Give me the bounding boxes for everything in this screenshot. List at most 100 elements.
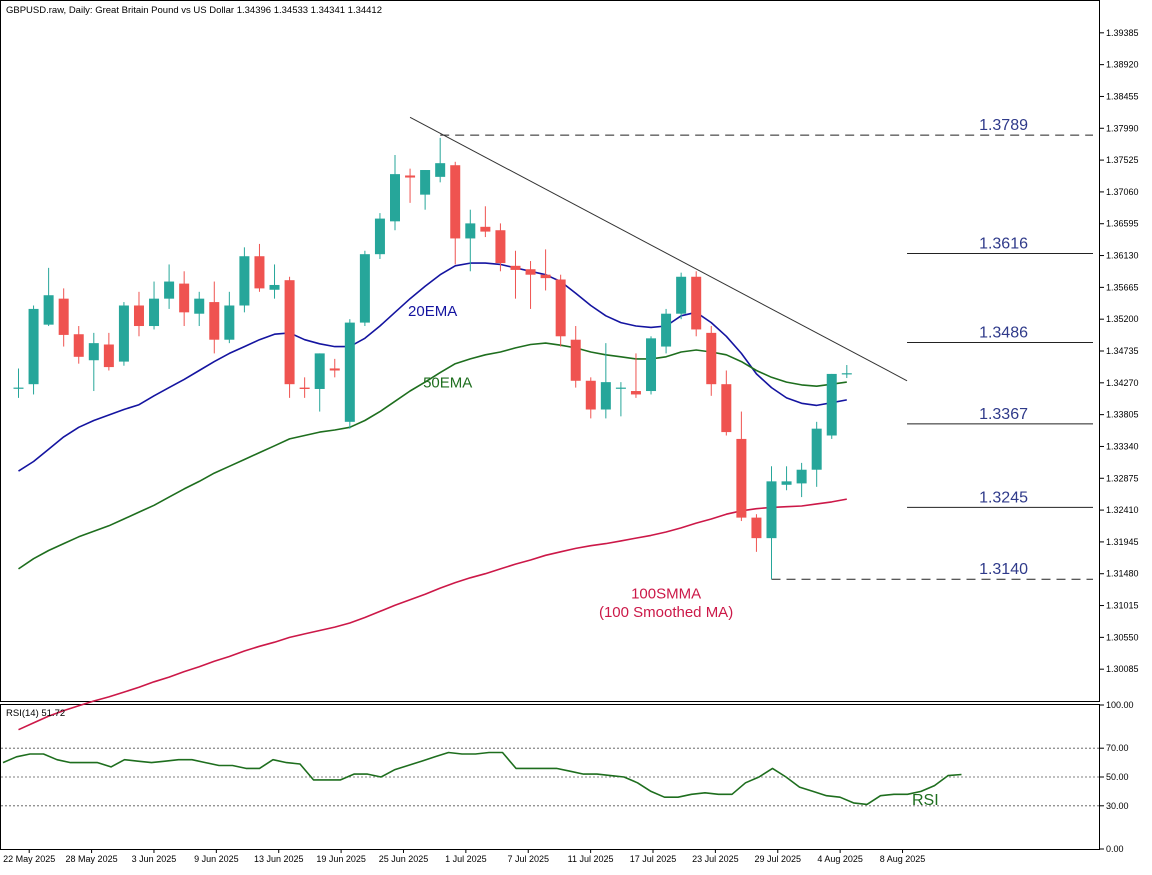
candle-body <box>88 343 99 361</box>
level-label: 1.3486 <box>979 324 1028 341</box>
candle-body <box>299 387 310 389</box>
level-label: 1.3367 <box>979 406 1028 423</box>
price-tick-label: 1.35665 <box>1106 282 1139 292</box>
candle-body <box>540 274 551 279</box>
candle <box>525 261 536 309</box>
candle-body <box>661 313 672 347</box>
level-label: 1.3245 <box>979 489 1028 506</box>
candle <box>630 353 641 398</box>
candle-body <box>194 298 205 314</box>
candle-body <box>269 284 280 290</box>
candle-body <box>420 170 431 195</box>
candle <box>390 154 400 231</box>
candle <box>721 370 732 436</box>
candle-body <box>495 230 506 264</box>
price-tick-label: 1.37525 <box>1106 155 1139 165</box>
candle-body <box>254 256 265 289</box>
candle <box>510 250 521 299</box>
date-axis: 22 May 2025 28 May 2025 3 Jun 2025 9 Jun 20… <box>3 849 925 864</box>
date-tick-label: 4 Aug 2025 <box>817 854 863 864</box>
candle <box>676 272 687 320</box>
candle-body <box>781 481 792 485</box>
candle <box>329 358 340 378</box>
candle-body <box>796 469 807 484</box>
candle <box>450 161 461 265</box>
price-tick-label: 1.39385 <box>1106 28 1139 38</box>
price-tick-label: 1.32875 <box>1106 473 1139 483</box>
price-tick-label: 1.36595 <box>1106 219 1139 229</box>
candle-body <box>405 175 416 178</box>
trendline-group <box>409 116 908 382</box>
price-tick-label: 1.30085 <box>1106 664 1139 674</box>
candle <box>615 382 626 417</box>
candle-body <box>118 305 129 362</box>
price-tick-label: 1.33340 <box>1106 441 1139 451</box>
date-tick-label: 28 May 2025 <box>66 854 118 864</box>
candle-body <box>751 517 762 539</box>
candle <box>179 271 190 327</box>
candle-body <box>329 368 340 371</box>
date-tick-label: 29 Jul 2025 <box>754 854 801 864</box>
candle <box>314 353 325 412</box>
date-tick-label: 11 Jul 2025 <box>568 854 614 864</box>
candle <box>796 462 807 498</box>
candle <box>751 514 762 552</box>
date-tick-label: 19 Jun 2025 <box>316 854 366 864</box>
date-tick-label: 23 Jul 2025 <box>692 854 739 864</box>
candle-body <box>600 382 611 410</box>
candle <box>133 291 144 337</box>
candle <box>43 267 54 327</box>
candle-body <box>691 276 702 330</box>
candle <box>58 288 69 347</box>
date-tick-label: 8 Aug 2025 <box>880 854 926 864</box>
price-tick-label: 1.30550 <box>1106 632 1139 642</box>
level-label: 1.3140 <box>979 561 1028 578</box>
rsi-tick-label: 50.00 <box>1106 772 1129 782</box>
candle <box>766 466 777 580</box>
rsi-tick-label: 30.00 <box>1106 801 1129 811</box>
candle <box>585 377 596 419</box>
price-tick-label: 1.37060 <box>1106 187 1139 197</box>
candle <box>164 264 175 309</box>
candle-body <box>103 344 114 368</box>
ma-label: 50EMA <box>423 375 472 392</box>
candle <box>495 223 506 272</box>
candle-body <box>13 387 24 389</box>
candle-body <box>465 223 476 239</box>
candle-body <box>179 283 190 313</box>
candle <box>691 271 702 337</box>
candle <box>420 170 431 210</box>
candle-body <box>841 373 852 375</box>
ma-label: 100SMMA <box>631 585 701 602</box>
candle-body <box>706 332 717 385</box>
date-tick-label: 1 Jul 2025 <box>445 854 487 864</box>
candle-body <box>510 265 521 270</box>
price-tick-label: 1.38455 <box>1106 91 1139 101</box>
candle-body <box>450 165 461 239</box>
candle-body <box>149 298 160 327</box>
candle-body <box>284 280 295 385</box>
candle-body <box>435 163 446 177</box>
candle-body <box>224 305 235 340</box>
price-tick-label: 1.31480 <box>1106 569 1139 579</box>
main-panel-frame <box>0 0 1100 702</box>
date-tick-label: 22 May 2025 <box>3 854 55 864</box>
ma-labels: 20EMA 50EMA 100SMMA (100 Smoothed MA) <box>408 303 733 621</box>
rsi-panel-frame <box>0 704 1100 850</box>
candle-body <box>811 428 822 470</box>
candle-body <box>390 174 400 222</box>
candle <box>149 281 160 330</box>
candle-body <box>615 387 626 389</box>
candle-body <box>736 438 747 518</box>
candle <box>405 168 416 203</box>
candle-body <box>314 353 325 389</box>
price-tick-label: 1.33805 <box>1106 410 1139 420</box>
candle <box>570 326 581 388</box>
candle-body <box>721 384 732 433</box>
candle <box>736 411 747 522</box>
date-tick-label: 7 Jul 2025 <box>507 854 549 864</box>
candle <box>811 421 822 487</box>
symbol-header: GBPUSD.raw, Daily: Great Britain Pound v… <box>6 5 382 16</box>
